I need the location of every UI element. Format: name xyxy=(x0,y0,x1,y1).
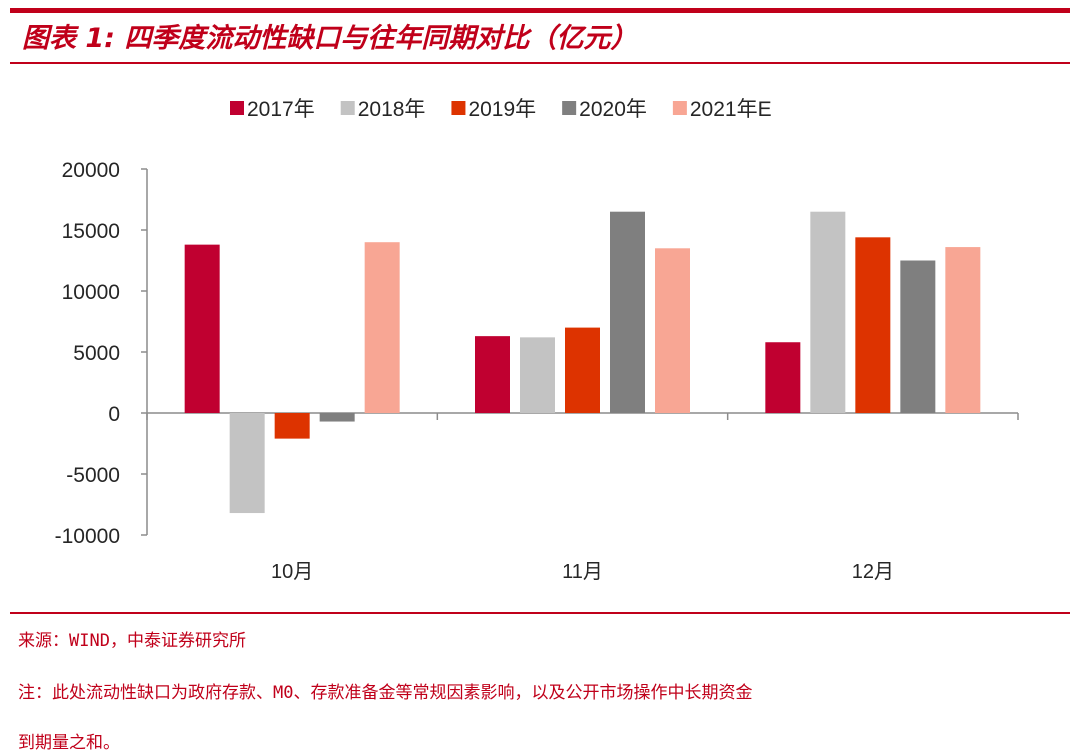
y-tick-label: 5000 xyxy=(73,342,120,365)
legend-label: 2021年E xyxy=(690,98,772,121)
bar xyxy=(610,211,645,413)
y-tick-label: 20000 xyxy=(62,159,120,182)
footnote-line-1: 注：此处流动性缺口为政府存款、M0、存款准备金等常规因素影响，以及公开市场操作中… xyxy=(18,683,753,703)
y-tick-label: 15000 xyxy=(62,220,120,243)
bar xyxy=(945,247,981,413)
y-tick-label: -10000 xyxy=(55,525,120,548)
bar xyxy=(855,237,891,413)
bar xyxy=(274,413,310,439)
bar xyxy=(765,342,801,413)
legend-swatch xyxy=(672,101,687,115)
y-tick-label: 0 xyxy=(108,403,120,426)
footnote-line-2: 到期量之和。 xyxy=(18,733,120,753)
y-tick-label: -5000 xyxy=(66,464,120,487)
legend-label: 2019年 xyxy=(468,98,536,121)
bar xyxy=(364,242,400,413)
legend-label: 2018年 xyxy=(358,98,426,121)
bar xyxy=(565,327,600,413)
bar xyxy=(520,337,555,413)
legend-swatch xyxy=(230,101,244,115)
legend-label: 2020年 xyxy=(579,98,647,121)
bar xyxy=(319,413,355,422)
bar xyxy=(900,260,936,413)
bar xyxy=(184,244,220,413)
chart-title: 图表 1: 四季度流动性缺口与往年同期对比（亿元） xyxy=(22,23,638,54)
x-category-label: 10月 xyxy=(271,561,313,583)
title-rule xyxy=(10,62,1070,64)
bar xyxy=(810,211,846,413)
bottom-rule xyxy=(10,612,1070,614)
bar xyxy=(655,248,690,413)
source-note: 来源：WIND，中泰证券研究所 xyxy=(18,631,246,651)
y-tick-label: 10000 xyxy=(62,281,120,304)
legend-swatch xyxy=(562,101,577,115)
legend-label: 2017年 xyxy=(247,98,315,121)
bar xyxy=(229,413,265,514)
legend-swatch xyxy=(451,101,466,115)
bar-chart: 20000 15000 10000 5000 0 -5000 -10000 10月 11月 12月… xyxy=(55,98,1019,583)
bar xyxy=(475,336,510,413)
legend-swatch xyxy=(340,101,355,115)
top-rule xyxy=(10,8,1070,13)
x-category-label: 11月 xyxy=(562,561,603,583)
x-category-label: 12月 xyxy=(852,561,894,583)
